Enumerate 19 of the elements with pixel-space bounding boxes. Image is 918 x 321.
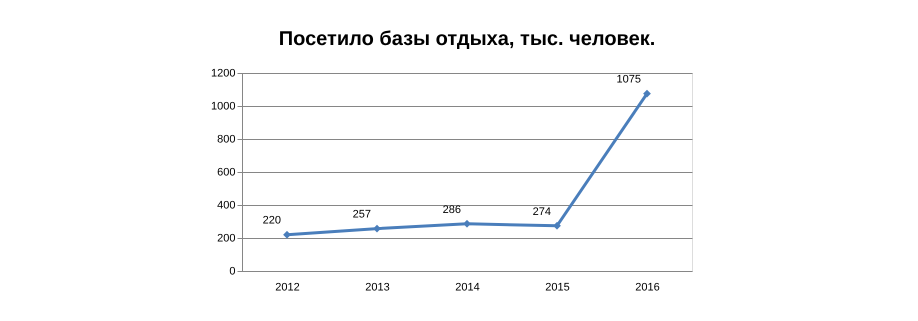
point xyxy=(643,90,651,98)
y-tick-label: 1000 xyxy=(211,100,236,112)
y-tick-label: 0 xyxy=(229,266,236,278)
data-label: 274 xyxy=(532,206,551,218)
data-label: 286 xyxy=(442,204,461,216)
data-label: 257 xyxy=(352,208,371,221)
x-tick-label: 2015 xyxy=(545,282,570,294)
data-label: 220 xyxy=(262,214,281,227)
y-tick-label: 1200 xyxy=(211,68,236,80)
x-tick-label: 2013 xyxy=(365,282,390,294)
x-tick-label: 2012 xyxy=(275,282,300,294)
x-tick-label: 2016 xyxy=(635,282,660,294)
y-tick-label: 200 xyxy=(217,232,236,244)
y-tick-label: 600 xyxy=(217,166,236,178)
y-tick-label: 800 xyxy=(217,134,236,146)
x-tick-label: 2014 xyxy=(455,282,480,294)
data-label: 1075 xyxy=(616,74,641,86)
y-tick-label: 400 xyxy=(217,200,236,212)
chart-title: Посетило базы отдыха, тыс. человек. xyxy=(278,28,656,50)
